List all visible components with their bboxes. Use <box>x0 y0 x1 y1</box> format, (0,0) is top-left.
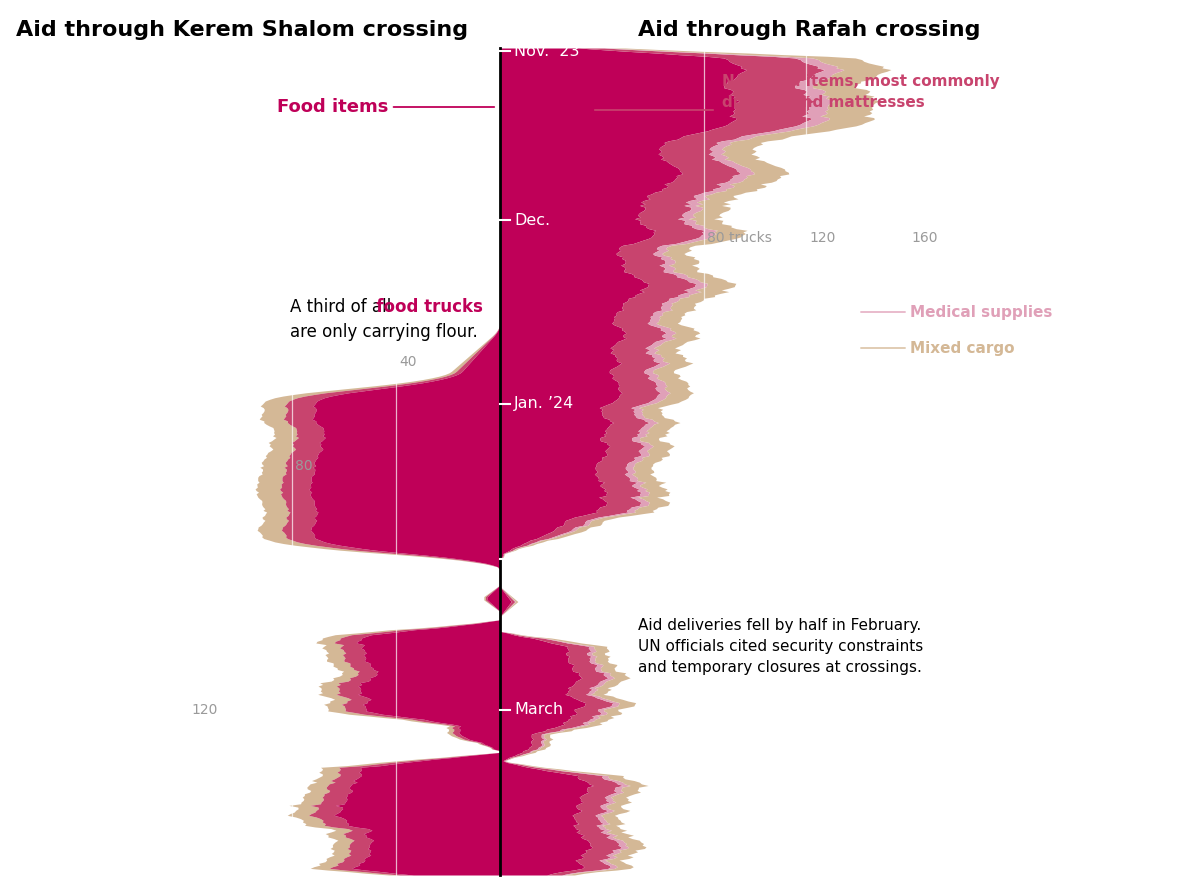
Text: 120: 120 <box>809 231 835 245</box>
Text: 80 trucks: 80 trucks <box>707 231 772 245</box>
Text: Aid deliveries fell by half in February.
UN officials cited security constraints: Aid deliveries fell by half in February.… <box>638 618 923 675</box>
Text: 120: 120 <box>191 703 217 717</box>
Text: 160: 160 <box>911 231 937 245</box>
Text: are only carrying flour.: are only carrying flour. <box>290 323 478 341</box>
Text: 80: 80 <box>295 458 313 472</box>
Text: Non-food items, most commonly
diapers and mattresses: Non-food items, most commonly diapers an… <box>722 74 1000 109</box>
Text: 40: 40 <box>398 355 416 369</box>
Text: Mixed cargo: Mixed cargo <box>910 341 1014 356</box>
Text: Medical supplies: Medical supplies <box>910 305 1052 320</box>
Text: Food items: Food items <box>277 98 494 116</box>
Text: Aid through Kerem Shalom crossing: Aid through Kerem Shalom crossing <box>16 20 468 40</box>
Text: Feb.: Feb. <box>514 552 547 567</box>
Text: Aid through Rafah crossing: Aid through Rafah crossing <box>638 20 980 40</box>
Text: Jan. ’24: Jan. ’24 <box>514 396 575 411</box>
Text: food trucks: food trucks <box>290 298 482 316</box>
Text: Dec.: Dec. <box>514 213 550 228</box>
Text: March: March <box>514 702 563 717</box>
Text: Nov. ’23: Nov. ’23 <box>514 44 580 59</box>
Text: A third of all: A third of all <box>290 298 396 316</box>
